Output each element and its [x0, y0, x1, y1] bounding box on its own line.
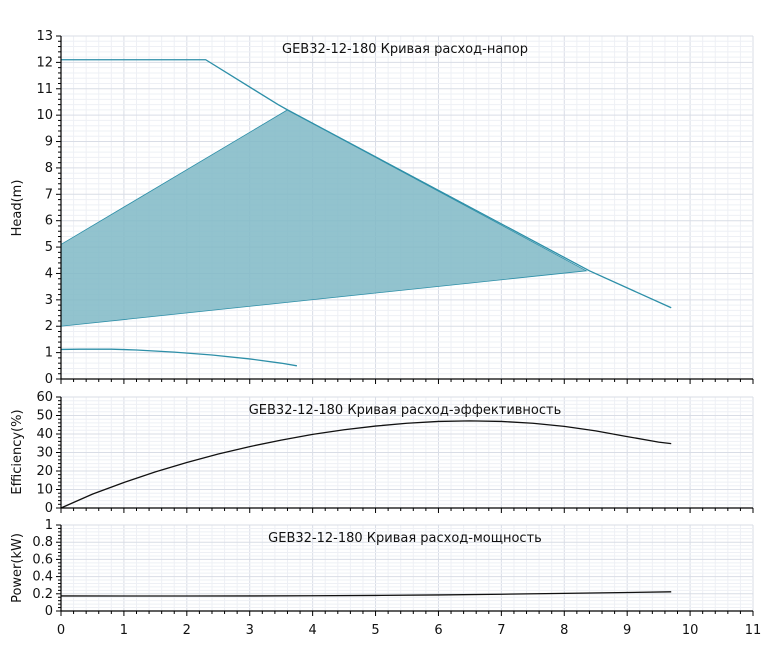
chart-title: GEB32-12-180 Кривая расход-мощность: [268, 531, 542, 546]
x-tick-label-4: 4: [308, 623, 316, 638]
y-tick-label-50: 50: [36, 409, 53, 424]
x-tick-label-1: 1: [120, 623, 128, 638]
chart-title: GEB32-12-180 Кривая расход-эффективность: [249, 403, 562, 418]
y-tick-label-8: 8: [45, 161, 53, 176]
y-tick-label-0: 0: [45, 604, 53, 619]
y-tick-label-0-2: 0.2: [32, 587, 53, 602]
y-tick-label-7: 7: [45, 187, 53, 202]
x-tick-label-10: 10: [682, 623, 699, 638]
y-tick-label-6: 6: [45, 214, 53, 229]
x-tick-label-7: 7: [497, 623, 505, 638]
y-tick-label-0-8: 0.8: [32, 535, 53, 550]
y-tick-label-30: 30: [36, 446, 53, 461]
x-tick-label-11: 11: [745, 623, 762, 638]
power-chart-panel: 00.20.40.60.810 1 2 3 4 5 6 7 8 9 10 11GEB32-12-180…: [10, 518, 761, 638]
y-tick-label-4: 4: [45, 266, 53, 281]
y-tick-label-10: 10: [36, 108, 53, 123]
operating-area: [60, 109, 588, 327]
y-tick-label-20: 20: [36, 464, 53, 479]
y-tick-label-12: 12: [36, 55, 53, 70]
x-tick-label-8: 8: [560, 623, 568, 638]
y-tick-label-40: 40: [36, 427, 53, 442]
y-tick-label-13: 13: [36, 29, 53, 44]
series-line-1: [61, 59, 672, 309]
chart-title: GEB32-12-180 Кривая расход-напор: [282, 42, 528, 57]
x-tick-label-2: 2: [183, 623, 191, 638]
x-tick-label-3: 3: [246, 623, 254, 638]
y-tick-label-60: 60: [36, 390, 53, 405]
y-axis-label: Efficiency(%): [10, 409, 25, 494]
series-line-1: [60, 420, 672, 509]
series-line-1: [60, 591, 672, 597]
y-tick-label-0: 0: [45, 501, 53, 516]
y-tick-label-3: 3: [45, 293, 53, 308]
y-tick-label-0-4: 0.4: [32, 570, 53, 585]
y-tick-label-10: 10: [36, 483, 53, 498]
y-tick-label-0-6: 0.6: [32, 552, 53, 567]
x-tick-label-9: 9: [623, 623, 631, 638]
y-tick-label-11: 11: [36, 82, 53, 97]
y-axis-label: Power(kW): [10, 533, 25, 603]
y-tick-label-9: 9: [45, 135, 53, 150]
x-tick-label-6: 6: [434, 623, 442, 638]
y-tick-label-2: 2: [45, 319, 53, 334]
y-axis-label: Head(m): [10, 180, 25, 237]
y-tick-label-1: 1: [45, 518, 53, 533]
y-tick-label-1: 1: [45, 346, 53, 361]
series-line-2: [60, 348, 298, 367]
efficiency-chart-panel: 0 10 20 30 40 50 60 GEB32-12-180 Кривая расход-…: [10, 390, 754, 516]
y-tick-label-0: 0: [45, 372, 53, 387]
y-tick-label-5: 5: [45, 240, 53, 255]
x-tick-label-0: 0: [57, 623, 65, 638]
x-tick-label-5: 5: [371, 623, 379, 638]
